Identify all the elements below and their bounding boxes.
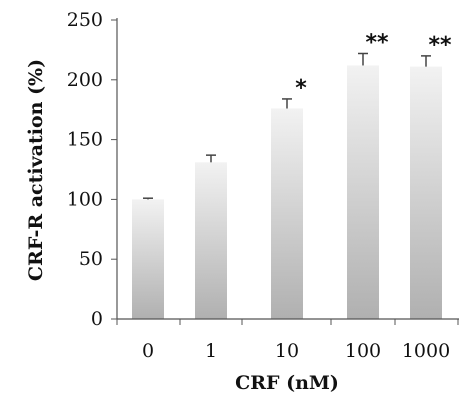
- significance-mark-10: *: [295, 76, 307, 101]
- significance-mark-1000: **: [428, 33, 452, 58]
- error-bar-1: [206, 154, 216, 163]
- error-bar-100: [358, 52, 368, 66]
- bar-0: [132, 199, 164, 319]
- x-tick-label: 1: [205, 340, 217, 362]
- y-axis-title: CRF-R activation (%): [25, 59, 47, 281]
- y-tick-label: 100: [67, 188, 103, 210]
- x-tick-label: 1000: [402, 340, 450, 362]
- x-tick-label: 100: [345, 340, 381, 362]
- bar-100: [347, 65, 379, 319]
- error-bar-10: [282, 98, 292, 109]
- bar-1000: [410, 66, 442, 319]
- y-tick-label: 250: [67, 9, 103, 31]
- error-bar-1000: [421, 55, 431, 67]
- error-bar-0: [143, 197, 153, 200]
- y-tick-label: 200: [67, 69, 103, 91]
- bar-1: [195, 162, 227, 319]
- bar-10: [271, 108, 303, 319]
- y-tick-label: 150: [67, 129, 103, 151]
- y-tick-label: 0: [91, 308, 103, 330]
- y-tick-label: 50: [79, 248, 103, 270]
- significance-mark-100: **: [365, 30, 389, 55]
- x-tick-label: 10: [275, 340, 299, 362]
- x-tick-label: 0: [142, 340, 154, 362]
- x-axis-title: CRF (nM): [235, 372, 339, 394]
